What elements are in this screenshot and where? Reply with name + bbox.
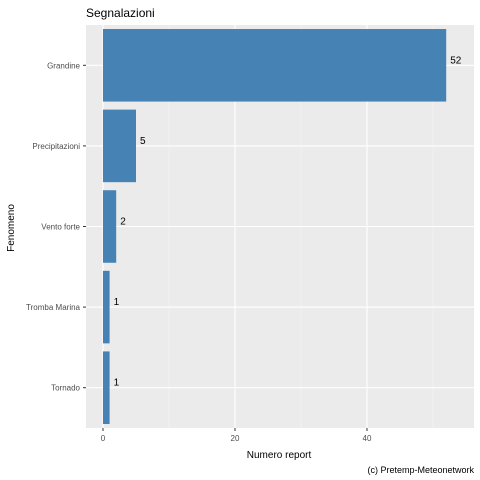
chart-caption: (c) Pretemp-Meteonetwork: [367, 465, 474, 475]
y-tick-label: Tromba Marina: [26, 303, 80, 312]
data-label: 2: [120, 217, 126, 228]
data-label: 1: [114, 297, 120, 308]
y-axis-ticks: Grandine Precipitazioni Vento forte Tromba …: [26, 61, 86, 393]
data-label: 5: [140, 136, 146, 147]
x-tick-label: 40: [363, 434, 372, 443]
bar: [103, 29, 447, 102]
x-axis-ticks: 0 20 40: [101, 428, 372, 443]
y-axis-title: Fenomeno: [6, 204, 17, 252]
y-tick-label: Tornado: [51, 384, 80, 393]
bar: [103, 351, 110, 424]
bar: [103, 270, 110, 344]
data-label: 52: [450, 55, 462, 66]
bar: [103, 190, 117, 263]
bars: [103, 29, 447, 424]
bar: [103, 109, 136, 183]
x-axis-title: Numero report: [247, 450, 312, 461]
x-tick-label: 0: [101, 434, 106, 443]
y-tick-label: Vento forte: [41, 223, 80, 232]
chart-title: Segnalazioni: [86, 6, 155, 20]
y-tick-label: Precipitazioni: [32, 142, 80, 151]
data-label: 1: [114, 378, 120, 389]
y-tick-label: Grandine: [47, 61, 80, 70]
x-tick-label: 20: [231, 434, 240, 443]
